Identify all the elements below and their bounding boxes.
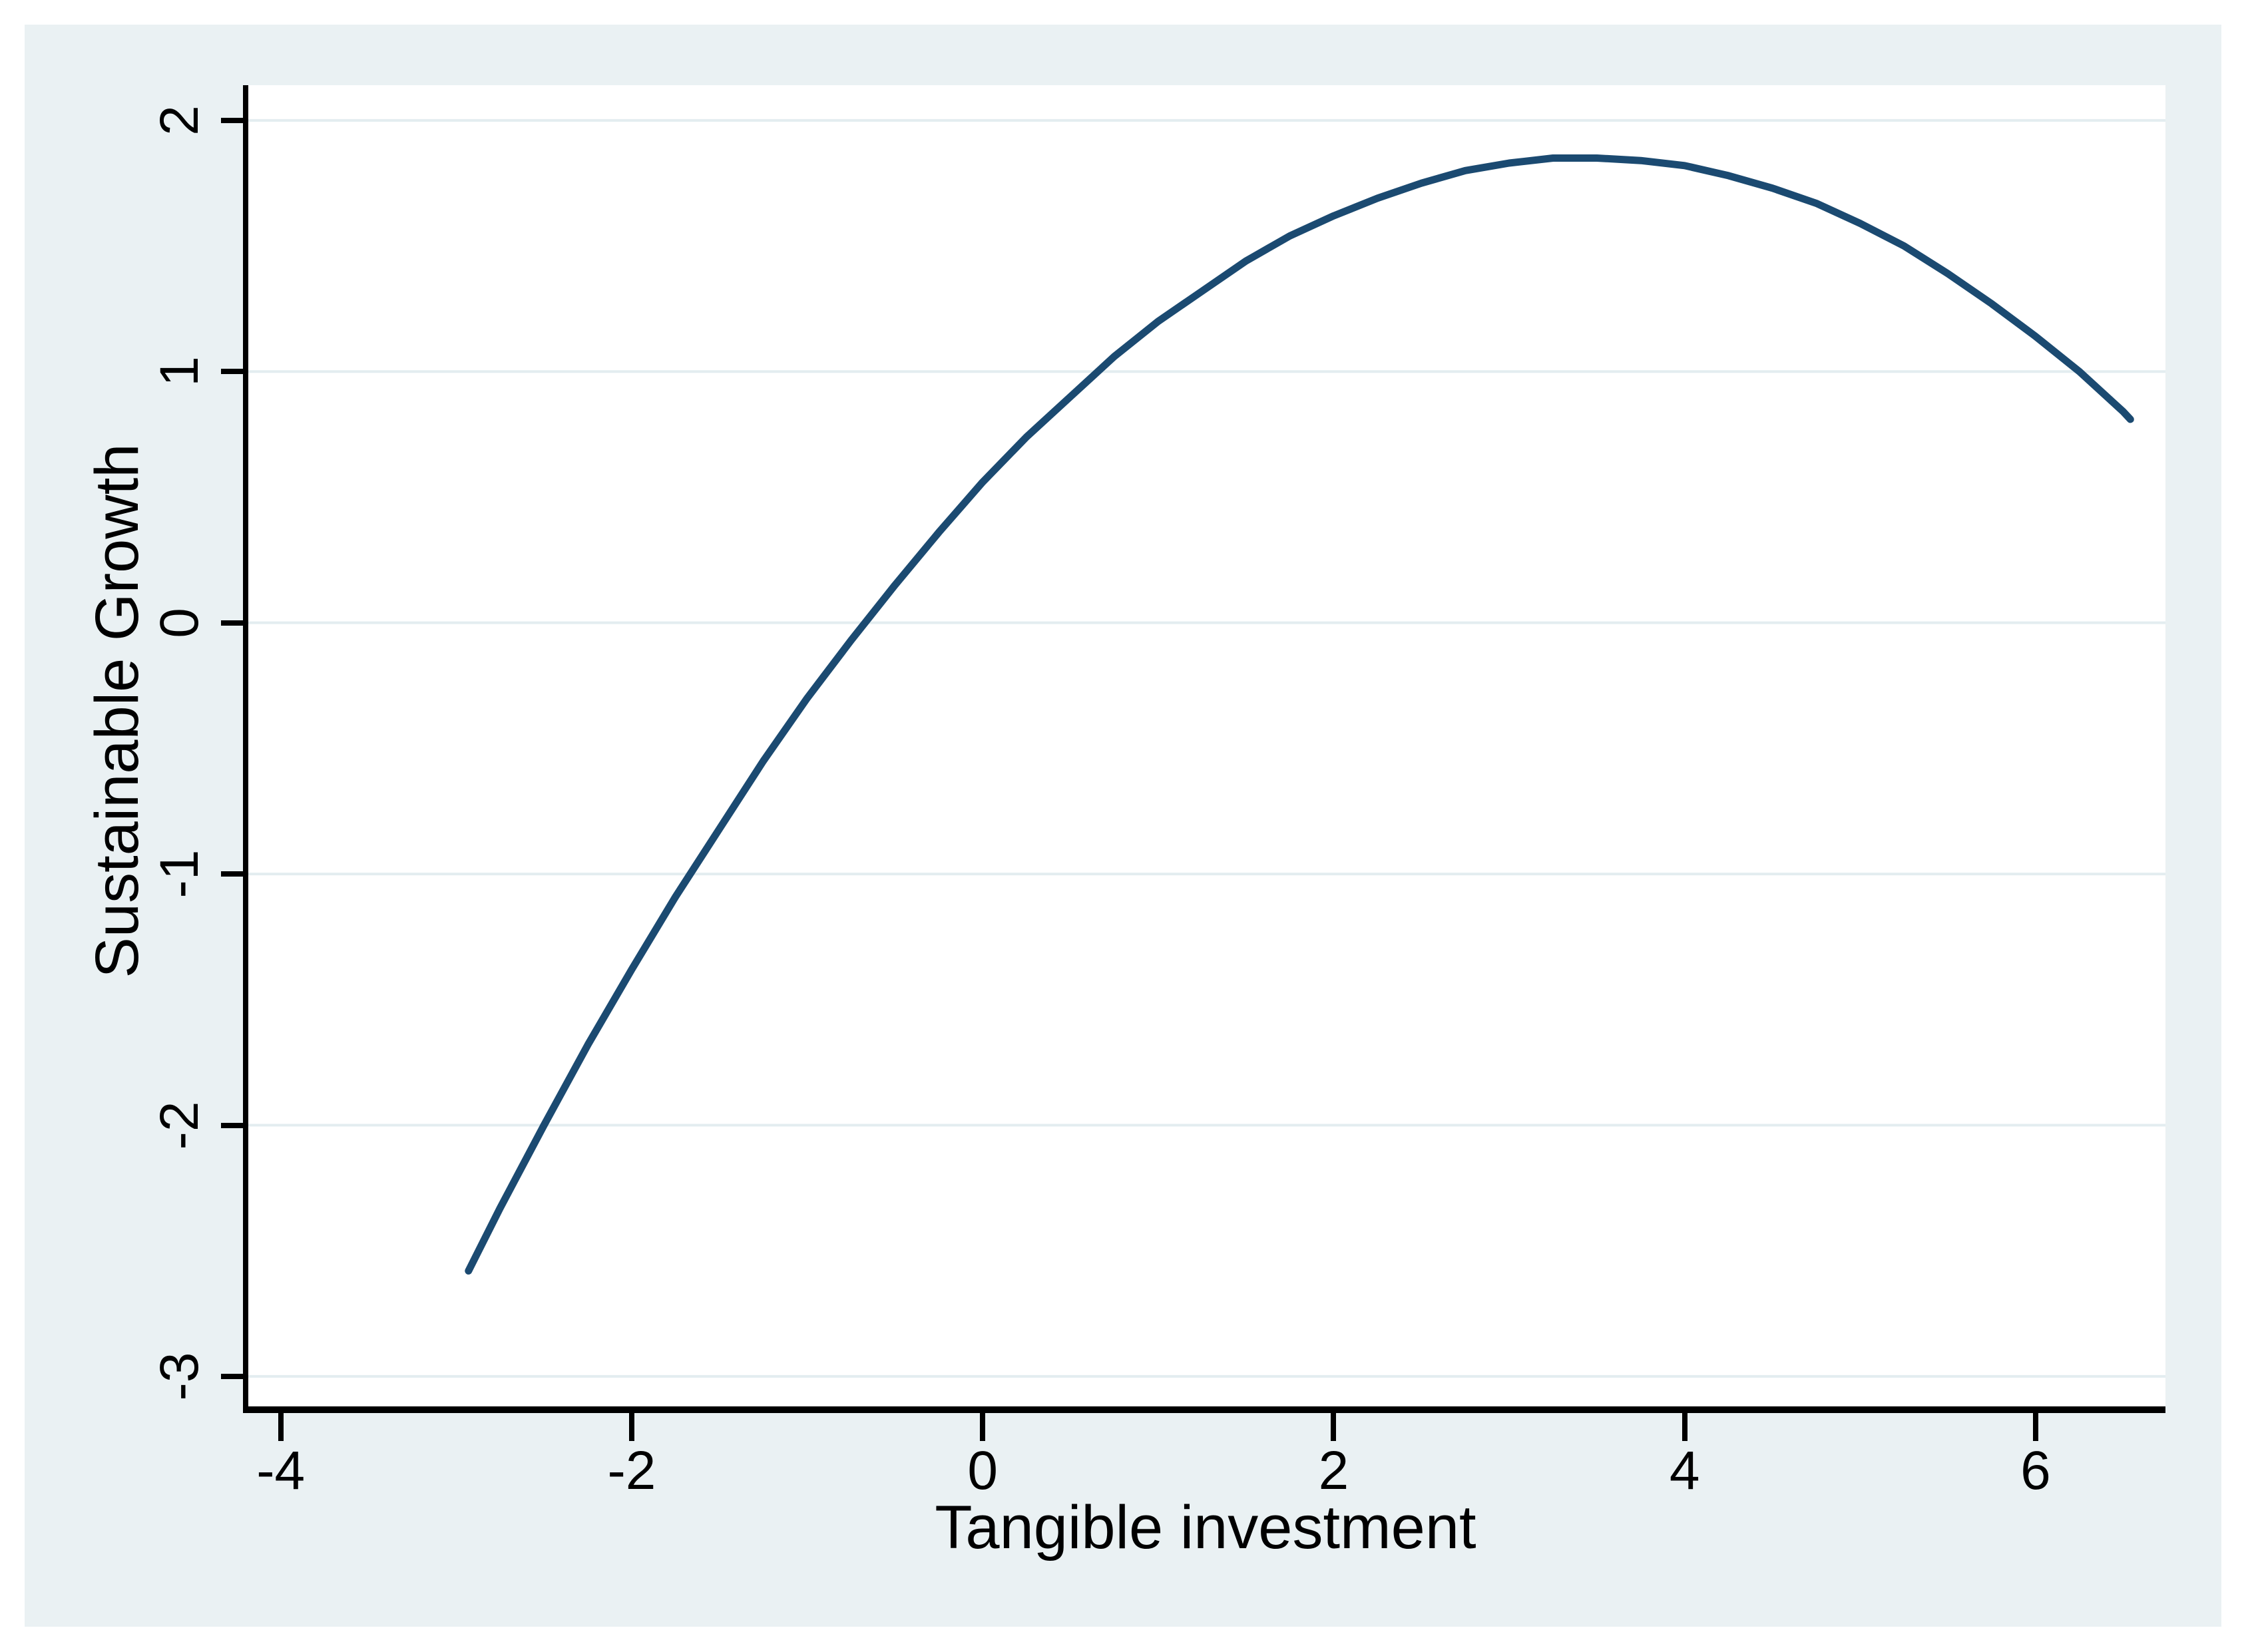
y-tick-label-1: 1 (149, 356, 210, 387)
y-tick-label--3: -3 (149, 1352, 210, 1401)
x-tick-2 (1331, 1413, 1337, 1441)
y-axis-title: Sustainable Growth (83, 443, 151, 978)
plot-area (246, 85, 2165, 1409)
y-tick-1 (221, 369, 246, 375)
y-tick--2 (221, 1122, 246, 1128)
x-tick-label-2: 2 (1318, 1440, 1349, 1501)
x-axis-title: Tangible investment (935, 1494, 1476, 1561)
x-tick-4 (1682, 1413, 1687, 1441)
x-tick-label-0: 0 (967, 1440, 998, 1501)
y-tick-label--1: -1 (149, 849, 210, 899)
y-tick-2 (221, 117, 246, 123)
y-tick--3 (221, 1373, 246, 1379)
x-tick-label--2: -2 (607, 1440, 656, 1501)
y-tick-label-2: 2 (149, 105, 210, 136)
x-tick--4 (278, 1413, 284, 1441)
x-tick--2 (628, 1413, 634, 1441)
series-fitted-curve (465, 154, 2134, 1275)
x-axis-line (243, 1406, 2165, 1413)
y-tick-0 (221, 620, 246, 626)
y-tick-label-0: 0 (149, 607, 210, 638)
y-axis-line (243, 85, 248, 1413)
x-tick-label-6: 6 (2020, 1440, 2051, 1501)
x-tick-label--4: -4 (256, 1440, 306, 1501)
chart-figure: Tangible investment Sustainable Growth 2… (25, 25, 2221, 1627)
x-tick-0 (980, 1413, 986, 1441)
y-tick--1 (221, 871, 246, 877)
plot-canvas (246, 118, 2165, 1378)
y-tick-label--2: -2 (149, 1101, 210, 1149)
x-tick-label-4: 4 (1669, 1440, 1700, 1501)
x-tick-6 (2032, 1413, 2038, 1441)
